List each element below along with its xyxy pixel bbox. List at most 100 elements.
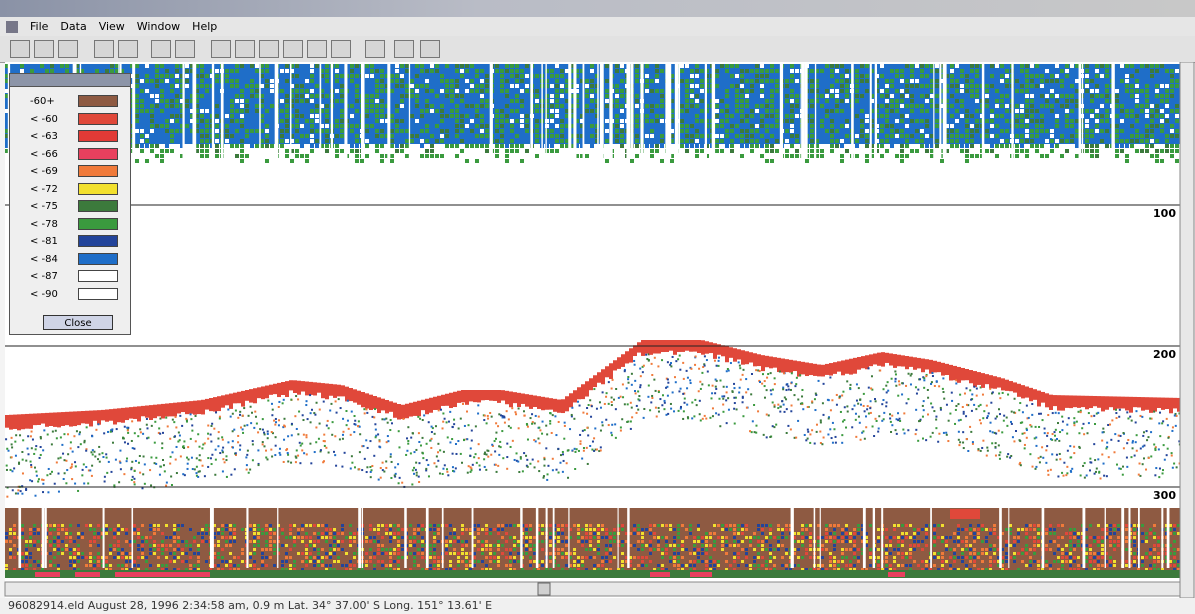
echo-pixel [470,89,474,93]
menu-item[interactable]: File [30,17,48,36]
echo-pixel [650,74,654,78]
toolbar-button[interactable] [259,40,279,58]
echo-pixel [300,79,304,83]
echo-pixel [730,89,734,93]
echo-pixel [375,99,379,103]
echo-pixel [135,134,139,138]
toolbar-button[interactable] [10,40,30,58]
toolbar-button[interactable] [58,40,78,58]
echo-pixel [1035,94,1039,98]
echo-pixel [890,84,894,88]
echo-pixel [410,104,414,108]
echo-pixel [350,124,354,128]
echo-pixel [860,104,864,108]
echo-pixel [700,149,704,153]
echo-pixel [335,64,339,68]
echo-pixel [790,84,794,88]
menu-item[interactable]: View [99,17,125,36]
echo-pixel [1115,104,1119,108]
toolbar-button[interactable] [283,40,303,58]
echo-pixel [950,79,954,83]
echo-pixel [300,74,304,78]
echo-pixel [387,435,389,437]
echo-pixel [755,114,759,118]
echo-pixel [1075,74,1079,78]
echo-pixel [430,114,434,118]
toolbar-button[interactable] [307,40,327,58]
echo-pixel [495,109,499,113]
echo-pixel [123,473,125,475]
echo-pixel [730,129,734,133]
echo-pixel [380,159,384,163]
echo-pixel [665,64,666,159]
echo-pixel [1085,89,1089,93]
echo-pixel [605,119,609,123]
toolbar-button[interactable] [420,40,440,58]
echo-pixel [455,114,459,118]
echo-pixel [295,74,299,78]
echo-pixel [159,433,161,435]
echo-pixel [1020,99,1024,103]
toolbar-button[interactable] [331,40,351,58]
echo-pixel [485,149,489,153]
echo-pixel [620,89,624,93]
toolbar-button[interactable] [235,40,255,58]
toolbar-button[interactable] [211,40,231,58]
menu-item[interactable]: Data [60,17,86,36]
echo-pixel [630,159,634,163]
echo-pixel [47,491,49,493]
echo-pixel [30,464,32,466]
echo-pixel [393,403,397,418]
echo-pixel [340,99,344,103]
toolbar-button[interactable] [175,40,195,58]
toolbar-button[interactable] [118,40,138,58]
echo-pixel [195,472,197,474]
echo-pixel [1175,124,1179,128]
echo-pixel [355,64,359,68]
echo-pixel [635,119,639,123]
echo-pixel [370,109,374,113]
echo-pixel [955,119,959,123]
menu-item[interactable]: Window [137,17,180,36]
echo-pixel [985,64,989,68]
echo-pixel [515,109,519,113]
echo-pixel [235,134,239,138]
echo-pixel [1120,69,1124,73]
menu-item[interactable]: Help [192,17,217,36]
echo-pixel [350,94,354,98]
menu-icon[interactable] [6,21,18,33]
echo-pixel [725,79,729,83]
echo-pixel [230,474,232,476]
echo-pixel [475,84,479,88]
echo-pixel [104,476,106,478]
echo-pixel [785,74,789,78]
toolbar-button[interactable] [94,40,114,58]
echo-pixel [310,139,314,143]
echo-pixel [860,114,864,118]
echo-pixel [410,109,414,113]
echo-pixel [770,89,774,93]
echo-pixel [300,154,304,158]
echo-pixel [1060,64,1064,68]
toolbar-button[interactable] [365,40,385,58]
echo-pixel [205,119,209,123]
echo-pixel [85,466,87,468]
echo-pixel [335,139,339,143]
echo-pixel [900,104,904,108]
echo-pixel [475,134,479,138]
echo-pixel [1145,69,1149,73]
toolbar-button[interactable] [394,40,414,58]
echo-pixel [555,134,559,138]
echo-pixel [955,129,959,133]
echo-pixel [910,119,914,123]
echo-pixel [1000,64,1004,68]
echo-pixel [165,99,169,103]
echo-pixel [381,399,385,411]
echo-pixel [1060,124,1064,128]
toolbar-button[interactable] [151,40,171,58]
toolbar-button[interactable] [34,40,54,58]
echo-pixel [860,84,864,88]
echo-pixel [795,119,799,123]
echo-pixel [335,74,339,78]
echo-pixel [335,129,339,133]
